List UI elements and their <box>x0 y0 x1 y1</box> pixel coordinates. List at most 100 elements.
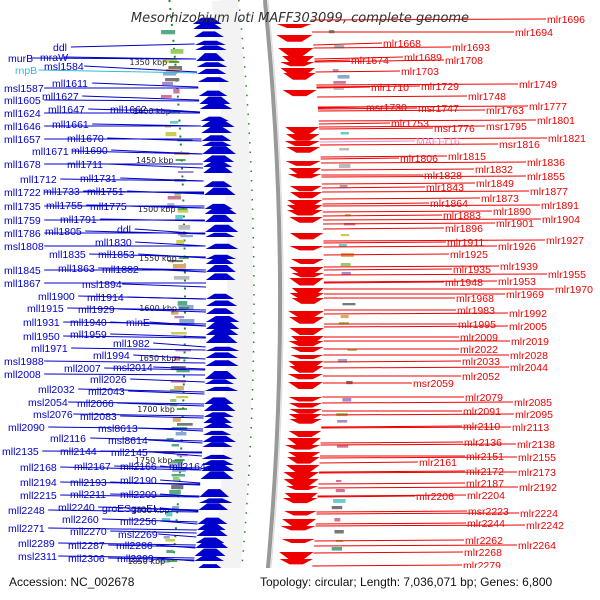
leader-line <box>85 230 206 235</box>
gene-label: msl2311 <box>18 551 57 563</box>
gene-arrow <box>287 452 321 458</box>
gene-label: mll1711 <box>67 159 103 171</box>
gene-label: mlr1939 <box>500 261 538 273</box>
gene-label: mll2144 <box>60 446 97 458</box>
gene-label: mll1929 <box>78 304 115 316</box>
gene-label: mll1678 <box>4 159 41 171</box>
gene-label: mlr2113 <box>512 422 549 434</box>
gene-label: mlr1995 <box>458 319 496 331</box>
gene-arrow <box>196 53 225 61</box>
leader-line <box>120 415 204 419</box>
gene-label: msl1988 <box>4 356 44 368</box>
leader-line <box>322 197 481 200</box>
gene-arrow <box>288 403 323 408</box>
gene-label: mlr1955 <box>548 269 586 281</box>
gene-arrow <box>193 23 222 29</box>
leader-line <box>60 466 202 471</box>
cog-strip <box>333 81 346 84</box>
gene-arrow <box>290 192 323 199</box>
gene-arrow <box>195 540 228 548</box>
leader-line <box>323 325 509 328</box>
gene-arrow <box>194 31 224 37</box>
gene-arrow <box>286 147 321 153</box>
backbone-edge <box>267 0 284 600</box>
leader-line <box>130 378 205 383</box>
gene-arrow <box>289 233 324 240</box>
gene-label: ddl <box>53 42 67 54</box>
cog-strip <box>166 512 173 517</box>
gene-label: msr1816 <box>499 139 540 151</box>
leader-line <box>321 175 527 178</box>
gene-label: mll1959 <box>70 329 107 341</box>
leader-line <box>160 479 201 484</box>
gene-label: mll2248 <box>8 505 45 517</box>
gene-label: mlr1855 <box>527 171 565 183</box>
gene-label: mlr2187 <box>466 478 504 490</box>
gene-label: mlr1729 <box>421 81 459 93</box>
gene-label: mll1712 <box>20 174 57 186</box>
cog-strip <box>331 506 343 510</box>
gene-arrow <box>290 259 324 264</box>
gene-arrow <box>276 24 312 28</box>
gene-label: mlr1873 <box>481 193 519 205</box>
leader-line <box>323 281 445 284</box>
gene-arrow <box>201 454 233 459</box>
gene-label: msl8613 <box>98 423 138 435</box>
leader-line <box>315 70 401 73</box>
gene-label: mll1611 <box>52 78 88 90</box>
gene-label: mll2194 <box>20 477 57 489</box>
gene-label: msl2269 <box>118 529 158 541</box>
leader-line <box>323 239 546 242</box>
leader-line <box>148 439 203 444</box>
leader-line <box>38 69 198 74</box>
gene-label: mll1914 <box>87 292 124 304</box>
leader-line <box>60 178 204 182</box>
gene-label: mlr1806 <box>400 153 438 165</box>
cog-strip <box>166 438 174 441</box>
gene-label: mll1755 <box>46 200 83 212</box>
gene-arrow <box>289 217 323 223</box>
gene-label: msl1587 <box>4 83 44 95</box>
gene-arrow <box>279 552 314 560</box>
map-title: Mesorhizobium loti MAFF303099, complete … <box>131 11 469 26</box>
gene-label: mll2299 <box>117 553 154 565</box>
gene-label: mlr1864 <box>430 198 468 210</box>
gene-arrow <box>206 308 235 314</box>
gene-label: mlr1926 <box>498 241 536 253</box>
gene-arrow <box>197 517 228 524</box>
ruler-tick-label: 1700 kbp <box>137 405 175 414</box>
gene-label: msl1808 <box>4 241 44 253</box>
gene-label: msl2014 <box>113 362 153 374</box>
cog-strip <box>161 518 171 522</box>
cog-strip <box>179 319 195 324</box>
gene-label: mll1994 <box>93 350 130 362</box>
gene-arrow <box>287 438 321 446</box>
gene-label: mlr2091 <box>463 406 501 418</box>
gene-label: mll2026 <box>90 374 127 386</box>
gene-arrow <box>200 471 234 479</box>
ruler-tick-label: 1600 kbp <box>139 304 177 313</box>
gene-label: mll1900 <box>38 291 75 303</box>
leader-line <box>323 245 498 248</box>
leader-line <box>312 564 463 567</box>
gene-label: mlr2138 <box>517 439 555 451</box>
gene-features <box>154 17 357 600</box>
gene-arrow <box>201 127 232 133</box>
gene-arrow <box>199 489 229 497</box>
gene-arrow <box>202 430 232 435</box>
gene-label: mlr2019 <box>511 336 549 348</box>
gene-label: minE <box>126 317 150 329</box>
cog-strip <box>173 356 181 361</box>
gene-label: mll1733 <box>43 186 80 198</box>
gene-label: mll2116 <box>50 433 86 445</box>
cog-strip <box>171 332 187 335</box>
gene-arrow <box>203 416 232 423</box>
cog-strip <box>337 420 348 423</box>
gene-arrow <box>204 379 234 384</box>
gene-label: mll1805 <box>45 226 82 238</box>
gene-arrow <box>205 243 239 249</box>
gene-label: msr2223 <box>468 506 509 518</box>
gene-arrow <box>201 464 235 471</box>
gene-label: mll1835 <box>49 249 86 261</box>
gene-arrow <box>284 511 317 516</box>
